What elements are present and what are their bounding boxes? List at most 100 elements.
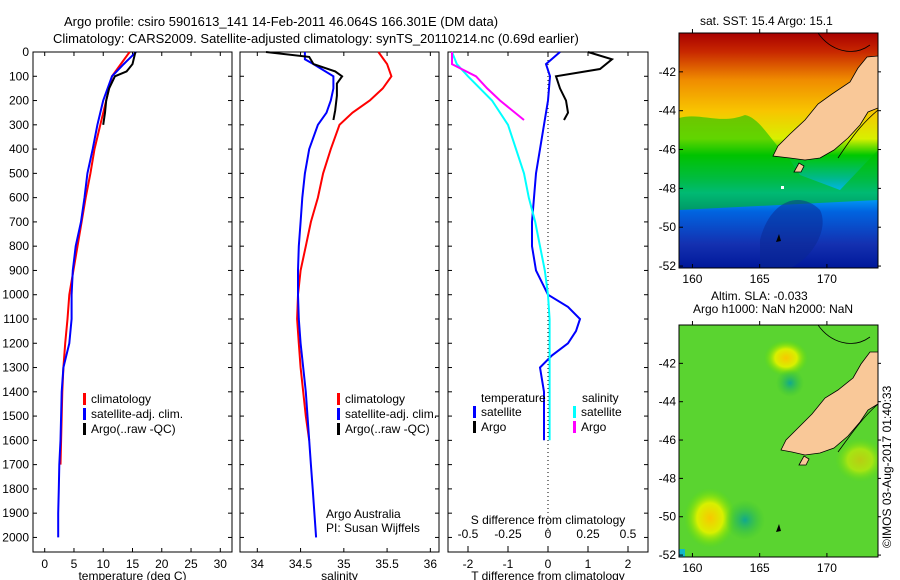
- x-axis-label: T difference from climatology: [471, 569, 625, 580]
- x-tick-label: 20: [155, 557, 169, 571]
- temperature-panel: 0100200300400500600700800900100011001200…: [2, 45, 233, 580]
- x-tick-label: 0: [545, 557, 552, 571]
- y-tick-label: 800: [9, 239, 29, 253]
- legend-label: Argo(..raw -QC): [91, 422, 176, 436]
- legend-swatch: [337, 408, 340, 420]
- land-auckland-islands: [776, 234, 781, 242]
- series-line-argo-raw-qc-: [102, 51, 137, 125]
- x-tick-label-top: 0: [545, 527, 552, 541]
- sla-low-anomaly: [776, 369, 804, 397]
- legend-swatch: [573, 421, 576, 433]
- difference-panel: -2 -1 0 1 2T difference from climatology temp…: [447, 51, 649, 580]
- land-south-island: [780, 351, 878, 456]
- x-axis-label-top: S difference from climatology: [471, 513, 626, 527]
- sst-map-frame: [678, 32, 879, 269]
- pi-annotation: Argo Australia: [326, 507, 401, 521]
- series-line-argo-raw-qc-: [265, 51, 344, 121]
- x-tick-label-top: 0.5: [620, 527, 637, 541]
- y-tick-label: 1500: [2, 409, 29, 423]
- land-auckland-islands: [776, 524, 781, 532]
- sla-map-frame: [678, 324, 879, 558]
- sla-low-anomaly: [725, 500, 765, 540]
- map-y-tick-label: -52: [659, 548, 677, 562]
- plot-frame: [32, 51, 233, 553]
- y-tick-label: 2000: [2, 530, 29, 544]
- map-y-tick-label: -50: [659, 510, 677, 524]
- y-tick-label: 1600: [2, 433, 29, 447]
- y-tick-label: 1300: [2, 361, 29, 375]
- legend-swatch: [337, 393, 340, 405]
- legend-label: satellite-adj. clim.: [91, 407, 183, 421]
- pi-annotation: PI: Susan Wijffels: [326, 521, 420, 535]
- sla-high-anomaly: [684, 488, 736, 548]
- copyright-timestamp: ©IMOS 03-Aug-2017 01:40:33: [880, 385, 894, 548]
- legend-swatch: [83, 393, 86, 405]
- map-x-tick-label: 165: [750, 272, 770, 286]
- y-tick-label: 200: [9, 94, 29, 108]
- y-tick-label: 1100: [3, 312, 29, 326]
- x-tick-label: 36: [424, 557, 438, 571]
- sla-high-anomaly: [764, 340, 808, 376]
- map-x-tick-label: 160: [682, 272, 702, 286]
- land-stewart-island: [793, 162, 805, 173]
- sla-low-corner: [679, 549, 685, 557]
- x-tick-label: 25: [184, 557, 198, 571]
- series-line-satellite-adj-clim-: [57, 51, 137, 538]
- y-tick-label: 1400: [2, 385, 29, 399]
- sst-map: sat. SST: 15.4 Argo: 15.1 160 165 170 -42 -4…: [659, 14, 881, 286]
- sla-map: Altim. SLA: -0.033 Argo h1000: NaN h2000…: [659, 289, 881, 575]
- y-tick-label: 400: [9, 142, 29, 156]
- map-x-tick-label: 165: [750, 561, 770, 575]
- series-line-temperature-argo: [554, 51, 615, 121]
- x-tick-label: 1: [585, 557, 592, 571]
- x-axis-label: salinity: [321, 569, 358, 580]
- bathymetry-contour: [817, 33, 878, 159]
- legend-swatch: [473, 421, 476, 433]
- legend-label: Argo(..raw -QC): [345, 422, 430, 436]
- sla-high-anomaly: [835, 438, 878, 482]
- y-tick-label: 1700: [2, 458, 29, 472]
- map-y-tick-label: -50: [659, 220, 677, 234]
- legend-label: climatology: [91, 392, 151, 406]
- legend-label: satellite: [581, 405, 622, 419]
- sla-map-title-line1: Altim. SLA: -0.033: [711, 289, 808, 303]
- y-tick-label: 700: [9, 215, 29, 229]
- map-y-tick-label: -44: [659, 104, 677, 118]
- x-tick-label: 34: [251, 557, 265, 571]
- map-x-tick-label: 170: [817, 272, 837, 286]
- y-tick-label: 300: [9, 118, 29, 132]
- x-tick-label: 34.5: [289, 557, 313, 571]
- x-tick-label: 15: [126, 557, 140, 571]
- map-y-tick-label: -46: [659, 433, 677, 447]
- legend-label: satellite: [481, 405, 522, 419]
- map-y-tick-label: -42: [659, 356, 677, 370]
- x-tick-label: 10: [97, 557, 111, 571]
- plot-frame: [239, 51, 440, 553]
- sla-map-title-line2: Argo h1000: NaN h2000: NaN: [693, 302, 853, 316]
- series-line-satellite-adj-clim-: [297, 52, 335, 538]
- salinity-panel: 34 34.5 35 35.5 36 salinity climatologysatelli…: [239, 51, 440, 580]
- map-y-tick-label: -42: [659, 65, 677, 79]
- series-line-climatology: [296, 51, 393, 441]
- x-tick-label-top: 0.25: [576, 527, 600, 541]
- map-y-tick-label: -52: [659, 259, 677, 273]
- y-tick-label: 500: [9, 166, 29, 180]
- y-tick-label: 1900: [2, 506, 29, 520]
- legend-swatch: [337, 423, 340, 435]
- argo-float-position: [781, 186, 784, 189]
- y-tick-label: 900: [9, 263, 29, 277]
- y-tick-label: 100: [9, 69, 29, 83]
- y-tick-label: 1800: [2, 482, 29, 496]
- sst-map-title: sat. SST: 15.4 Argo: 15.1: [700, 14, 833, 28]
- series-line-temperature-satellite: [531, 51, 582, 441]
- legend-label: Argo: [581, 420, 607, 434]
- land-stewart-island: [798, 455, 810, 466]
- map-y-tick-label: -48: [659, 181, 677, 195]
- legend-swatch: [473, 406, 476, 418]
- legend-swatch: [83, 423, 86, 435]
- bathymetry-contour: [817, 325, 878, 453]
- map-x-tick-label: 160: [682, 561, 702, 575]
- sst-cold-patch: [760, 200, 823, 268]
- x-tick-label: -2: [463, 557, 474, 571]
